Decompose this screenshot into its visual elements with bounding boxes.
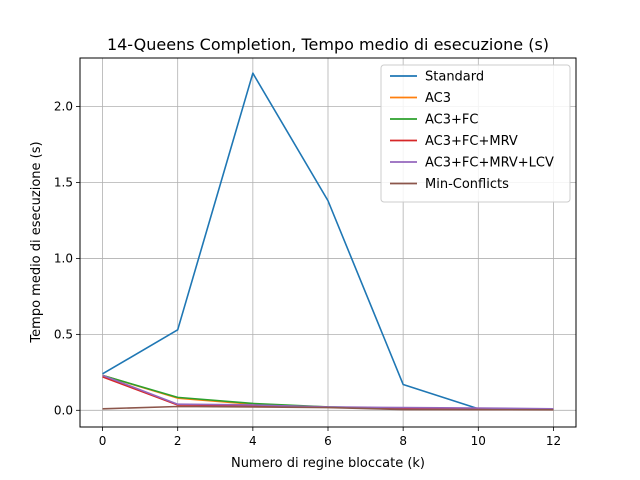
x-tick-label: 8	[399, 434, 407, 448]
chart-title: 14-Queens Completion, Tempo medio di ese…	[107, 35, 549, 54]
x-axis: 0 2 4 6 8 10 12	[99, 427, 561, 448]
legend-item-label: AC3+FC+MRV+LCV	[425, 156, 554, 171]
legend-item-label: AC3+FC	[425, 113, 478, 128]
legend-item-label: AC3+FC+MRV	[425, 134, 518, 149]
y-tick-label: 0.5	[54, 327, 73, 341]
y-tick-label: 1.0	[54, 251, 73, 265]
y-axis-label: Tempo medio di esecuzione (s)	[29, 141, 44, 343]
legend-item-label: Standard	[425, 70, 484, 85]
legend: Standard AC3 AC3+FC AC3+FC+MRV AC3+FC+MRV+LC…	[380, 64, 571, 203]
legend-item-label: Min-Conflicts	[425, 177, 509, 192]
legend-box	[380, 64, 571, 203]
series-line-5	[102, 405, 554, 411]
x-tick-label: 6	[324, 434, 332, 448]
x-tick-label: 12	[546, 434, 561, 448]
x-tick-label: 10	[471, 434, 486, 448]
series-layer	[102, 72, 554, 411]
y-tick-label: 1.5	[54, 176, 73, 190]
legend-item-label: AC3	[425, 91, 451, 106]
x-tick-label: 2	[174, 434, 182, 448]
y-tick-label: 2.0	[54, 100, 73, 114]
y-tick-label: 0.0	[54, 403, 73, 417]
x-tick-label: 0	[99, 434, 107, 448]
x-axis-label: Numero di regine bloccate (k)	[231, 456, 425, 471]
y-axis: 0.0 0.5 1.0 1.5 2.0	[54, 100, 80, 417]
x-tick-label: 4	[249, 434, 257, 448]
